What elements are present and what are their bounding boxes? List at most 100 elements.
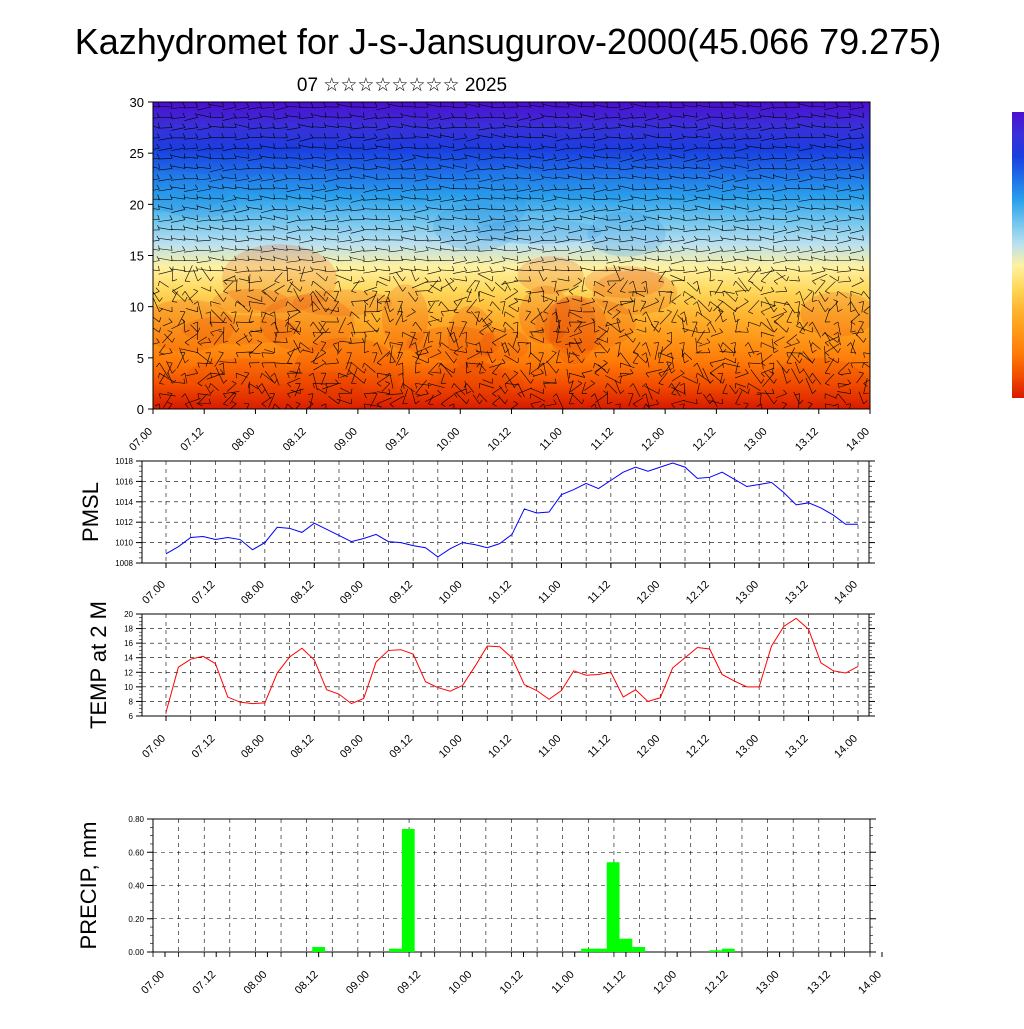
x-tick-label: 08.00 xyxy=(230,426,258,454)
x-tick-label: 11.12 xyxy=(589,426,616,453)
y-tick-label: 15 xyxy=(130,249,144,264)
x-tick-label: 10.12 xyxy=(498,969,526,997)
x-tick-label: 13.00 xyxy=(754,969,782,997)
panel-frame xyxy=(142,461,869,563)
y-tick-label: 12 xyxy=(124,668,133,677)
x-tick-label: 07.00 xyxy=(127,426,155,454)
x-tick-label: 08.12 xyxy=(288,579,316,607)
panel-frame xyxy=(142,614,869,716)
chart-title: Kazhydromet for J-s-Jansugurov-2000(45.0… xyxy=(75,21,941,62)
y-tick-label: 1010 xyxy=(115,539,133,548)
x-tick-label: 10.12 xyxy=(486,579,514,607)
x-tick-label: 10.00 xyxy=(434,426,462,454)
x-tick-label: 09.12 xyxy=(387,733,415,761)
x-tick-label: 14.00 xyxy=(832,733,860,761)
y-tick-label: 10 xyxy=(124,683,133,692)
x-tick-label: 12.12 xyxy=(684,579,712,607)
y-axis-label: PMSL xyxy=(78,482,103,542)
precip-bar xyxy=(709,950,722,952)
x-tick-label: 09.00 xyxy=(338,733,366,761)
y-tick-label: 16 xyxy=(124,639,133,648)
temperature-colorbar xyxy=(1012,112,1024,398)
x-tick-label: 10.00 xyxy=(437,579,465,607)
x-tick-label: 09.00 xyxy=(344,969,372,997)
y-axis-label: PRECIP, mm xyxy=(76,822,101,950)
y-tick-label: 14 xyxy=(124,654,133,663)
y-tick-label: 8 xyxy=(129,697,134,706)
heatmap-warm-cell xyxy=(260,295,355,352)
x-tick-label: 09.00 xyxy=(338,579,366,607)
x-tick-label: 11.12 xyxy=(586,733,613,760)
x-tick-label: 13.00 xyxy=(733,733,761,761)
y-tick-label: 1012 xyxy=(115,518,133,527)
y-tick-label: 0.60 xyxy=(128,848,144,857)
precip-bar xyxy=(594,949,607,952)
x-tick-label: 12.00 xyxy=(634,733,662,761)
x-tick-label: 09.12 xyxy=(387,579,415,607)
y-tick-label: 30 xyxy=(130,95,144,110)
x-tick-label: 12.12 xyxy=(703,969,731,997)
temperature-wind-panel: 0 5 10 15 20 25 30 07.00 07.12 08.00 08.12 09.00 09.… xyxy=(112,95,879,454)
y-tick-label: 1016 xyxy=(115,477,133,486)
x-tick-label: 08.12 xyxy=(288,733,316,761)
x-tick-label: 08.12 xyxy=(281,426,309,454)
y-tick-label: 0.80 xyxy=(128,815,144,824)
x-tick-label: 13.00 xyxy=(733,579,761,607)
precip-bar xyxy=(402,829,415,952)
x-tick-label: 14.00 xyxy=(856,969,884,997)
x-tick-label: 11.00 xyxy=(536,733,563,760)
x-tick-label: 12.00 xyxy=(651,969,679,997)
x-tick-label: 14.00 xyxy=(844,426,872,454)
x-tick-label: 12.00 xyxy=(634,579,662,607)
x-tick-label: 14.00 xyxy=(832,579,860,607)
x-tick-label: 09.00 xyxy=(332,426,360,454)
x-tick-label: 10.12 xyxy=(486,426,514,454)
precip-bar xyxy=(722,949,735,952)
y-tick-label: 0 xyxy=(137,402,144,417)
x-tick-label: 13.12 xyxy=(805,969,833,997)
y-tick-label: 1008 xyxy=(115,559,133,568)
heatmap-cool-cell xyxy=(683,180,756,200)
precip-bar xyxy=(620,939,633,952)
x-tick-label: 08.00 xyxy=(239,733,267,761)
precip-bar xyxy=(581,949,594,952)
x-tick-label: 08.00 xyxy=(242,969,270,997)
y-tick-label: 20 xyxy=(130,197,144,212)
precip-bar xyxy=(632,947,645,952)
x-tick-label: 10.12 xyxy=(486,733,514,761)
x-tick-label: 13.12 xyxy=(783,733,811,761)
y-tick-label: 25 xyxy=(130,146,144,161)
x-tick-label: 13.00 xyxy=(742,426,770,454)
x-tick-label: 07.00 xyxy=(139,969,167,997)
y-tick-label: 0.20 xyxy=(128,915,144,924)
precip-bar xyxy=(607,862,620,952)
x-tick-label: 12.12 xyxy=(684,733,712,761)
x-tick-label: 11.00 xyxy=(549,969,576,996)
colorbar-bar xyxy=(1012,112,1024,398)
precip-bar xyxy=(312,947,325,952)
y-tick-label: 6 xyxy=(129,712,134,721)
x-tick-label: 10.00 xyxy=(437,733,465,761)
x-tick-label: 07.12 xyxy=(190,733,218,761)
x-tick-label: 11.12 xyxy=(586,579,613,606)
x-tick-label: 07.00 xyxy=(140,733,168,761)
heatmap-warm-cell xyxy=(768,358,868,410)
y-tick-label: 10 xyxy=(130,300,144,315)
x-tick-label: 13.12 xyxy=(793,426,821,454)
x-tick-label: 09.12 xyxy=(395,969,423,997)
x-tick-label: 07.12 xyxy=(178,426,206,454)
y-tick-label: 1018 xyxy=(115,457,133,466)
x-tick-label: 08.12 xyxy=(293,969,321,997)
x-tick-label: 08.00 xyxy=(239,579,267,607)
x-tick-label: 07.12 xyxy=(190,969,218,997)
y-tick-label: 0.40 xyxy=(128,882,144,891)
y-tick-label: 1014 xyxy=(115,498,133,507)
x-tick-label: 09.12 xyxy=(383,426,411,454)
y-tick-label: 5 xyxy=(137,351,144,366)
x-tick-label: 12.00 xyxy=(639,426,667,454)
x-tick-label: 11.12 xyxy=(601,969,628,996)
